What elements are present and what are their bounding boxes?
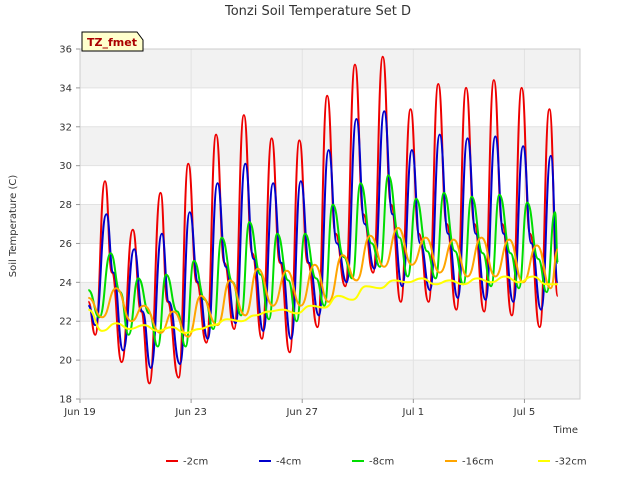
plot-band — [80, 321, 580, 361]
x-tick-label: Jul 5 — [513, 407, 536, 418]
plot-band — [80, 49, 580, 88]
legend-label: -16cm — [462, 457, 494, 468]
badge-box — [81, 31, 144, 52]
series-line-4cmcm — [87, 110, 559, 369]
station-badge: TZ_fmet — [81, 31, 144, 52]
y-tick-label: 34 — [59, 83, 72, 94]
y-tick-label: 20 — [59, 356, 72, 367]
series-lines — [87, 55, 559, 385]
legend-label: -2cm — [183, 457, 208, 468]
y-tick-label: 32 — [59, 122, 72, 133]
y-tick-label: 26 — [59, 239, 72, 250]
chart-title: Tonzi Soil Temperature Set D — [224, 4, 411, 19]
series-line-16cmcm — [87, 226, 559, 338]
y-tick-label: 30 — [59, 161, 72, 172]
y-axis-label: Soil Temperature (C) — [8, 175, 19, 278]
legend-label: -32cm — [555, 457, 587, 468]
x-tick-label: Jun 27 — [285, 407, 318, 418]
y-tick-label: 18 — [59, 395, 72, 406]
plot-band — [80, 165, 580, 205]
series-line-32cmcm — [87, 275, 558, 334]
plot-band — [80, 360, 580, 399]
legend-label: -8cm — [369, 457, 394, 468]
y-tick-label: 28 — [59, 200, 72, 211]
x-tick-label: Jun 19 — [63, 407, 96, 418]
y-tick-label: 36 — [59, 45, 72, 56]
y-axis-ticks: 18 20 22 24 26 28 30 32 34 36 — [59, 45, 80, 406]
y-tick-label: 24 — [59, 278, 72, 289]
badge-label: TZ_fmet — [87, 36, 137, 49]
x-axis-ticks: Jun 19 Jun 23 Jun 27 Jul 1 Jul 5 — [63, 399, 535, 418]
legend: -2cm -4cm -8cm -16cm -32cm — [166, 457, 587, 468]
series-line-8cmcm — [87, 174, 559, 348]
x-tick-label: Jun 23 — [174, 407, 207, 418]
legend-label: -4cm — [276, 457, 301, 468]
plot-frame — [79, 48, 581, 400]
y-tick-label: 22 — [59, 317, 72, 328]
x-axis-label: Time — [553, 425, 578, 436]
x-tick-label: Jul 1 — [402, 407, 425, 418]
